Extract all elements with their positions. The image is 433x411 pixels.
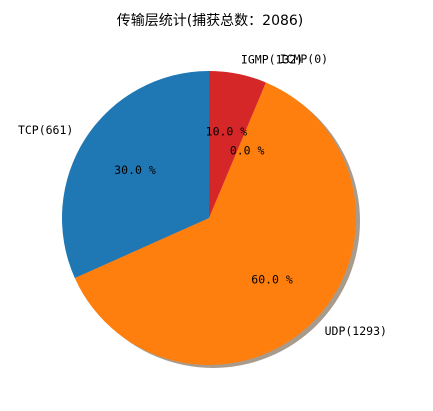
pie-slice-udp (74, 82, 356, 366)
slice-label-udp: UDP(1293) (325, 324, 387, 338)
slice-pct-icmp: 0.0 % (230, 144, 265, 158)
pie-slice-tcp (62, 71, 209, 278)
pie-slices (62, 71, 356, 366)
chart-title: 传输层统计(捕获总数：2086) (117, 13, 304, 29)
slice-pct-igmp: 10.0 % (206, 125, 248, 139)
slice-pct-udp: 60.0 % (251, 273, 293, 287)
pie-slice-igmp (209, 71, 266, 218)
pie-labels: IGMP(132) 10.0 % ICMP(0) 0.0 % UDP(1293) 60.0… (18, 52, 387, 338)
slice-label-igmp: IGMP(132) (241, 52, 303, 66)
slice-label-icmp: ICMP(0) (280, 52, 328, 66)
slice-pct-tcp: 30.0 % (114, 163, 156, 177)
slice-label-tcp: TCP(661) (18, 123, 73, 137)
